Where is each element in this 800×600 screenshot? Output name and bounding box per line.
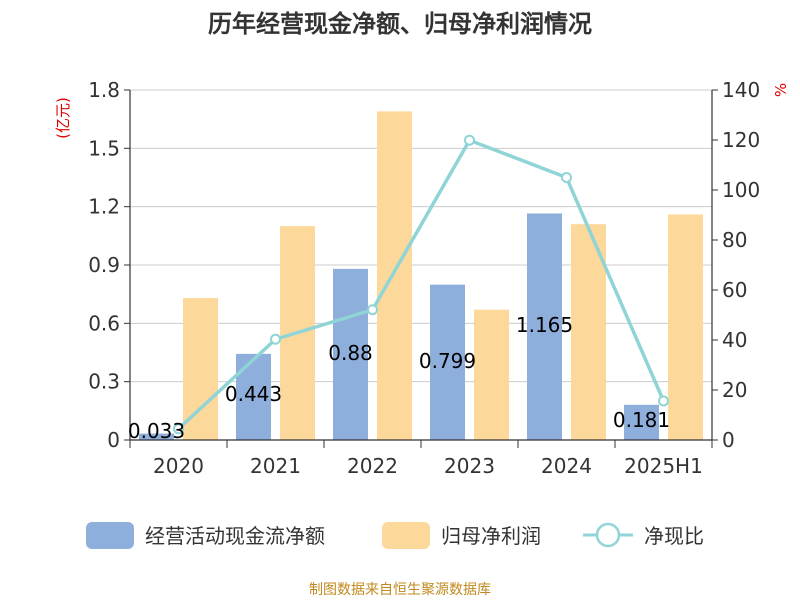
net-profit-bar	[377, 111, 412, 440]
net-profit-bar	[571, 224, 606, 440]
cash-flow-bar	[430, 284, 465, 440]
x-tick-label: 2025H1	[624, 454, 703, 478]
right-axis-unit: %	[772, 83, 790, 97]
cash-flow-value-label: 0.443	[225, 382, 282, 406]
cash-flow-value-label: 1.165	[516, 313, 573, 337]
axes: 0 0.3 0.6 0.9 1.2 1.5 1.8 0 20 40 60 80 100 120 140 202…	[88, 78, 760, 478]
legend-label-ratio: 净现比	[644, 524, 704, 548]
chart-title: 历年经营现金净额、归母净利润情况	[208, 10, 592, 38]
legend: 经营活动现金流净额 归母净利润 净现比	[86, 522, 704, 549]
right-tick-label: 80	[722, 228, 747, 252]
left-tick-label: 1.2	[88, 195, 120, 219]
source-note: 制图数据来自恒生聚源数据库	[309, 582, 491, 598]
legend-swatch-cash-flow	[86, 522, 134, 549]
legend-marker-ratio	[595, 522, 621, 548]
x-tick-label: 2021	[250, 454, 301, 478]
bar-labels: 0.033 0.443 0.88 0.799 1.165 0.181	[128, 313, 670, 443]
ratio-point	[464, 134, 475, 146]
left-tick-label: 0.9	[88, 253, 120, 277]
gridlines	[130, 89, 712, 383]
bars	[139, 111, 703, 440]
cash-flow-bar	[139, 433, 174, 440]
ratio-point	[367, 304, 378, 316]
net-profit-bar	[668, 214, 703, 440]
legend-swatch-net-profit	[382, 522, 430, 549]
x-tick-label: 2024	[541, 454, 592, 478]
legend-label-cash-flow: 经营活动现金流净额	[145, 524, 325, 548]
legend-label-net-profit: 归母净利润	[441, 524, 541, 548]
right-tick-label: 60	[722, 278, 747, 302]
cash-flow-bar	[333, 268, 368, 440]
net-profit-bar	[474, 309, 509, 440]
cash-flow-value-label: 0.033	[128, 419, 185, 443]
ratio-line-path	[177, 138, 666, 431]
left-tick-label: 0.3	[88, 370, 120, 394]
cash-flow-value-label: 0.88	[328, 341, 373, 365]
left-tick-label: 0	[107, 428, 120, 452]
right-tick-label: 100	[722, 178, 760, 202]
right-tick-label: 140	[722, 78, 760, 102]
ratio-point	[173, 423, 184, 435]
right-tick-label: 0	[722, 428, 735, 452]
ratio-point	[270, 333, 281, 345]
right-tick-label: 40	[722, 328, 747, 352]
ratio-point	[658, 395, 669, 407]
right-tick-label: 20	[722, 378, 747, 402]
ratio-point	[561, 172, 572, 183]
cash-flow-bar	[624, 404, 659, 440]
left-tick-label: 0.6	[88, 311, 120, 335]
left-tick-label: 1.5	[88, 136, 120, 160]
cash-flow-bar	[527, 213, 562, 440]
net-profit-bar	[183, 298, 218, 440]
ratio-line	[173, 134, 669, 435]
cash-flow-value-label: 0.799	[419, 349, 476, 373]
x-tick-label: 2020	[153, 454, 204, 478]
cash-flow-value-label: 0.181	[613, 408, 670, 432]
left-axis-unit: (亿元)	[54, 97, 72, 139]
left-tick-label: 1.8	[88, 78, 120, 102]
x-tick-label: 2022	[347, 454, 398, 478]
x-tick-label: 2023	[444, 454, 495, 478]
right-tick-label: 120	[722, 128, 760, 152]
